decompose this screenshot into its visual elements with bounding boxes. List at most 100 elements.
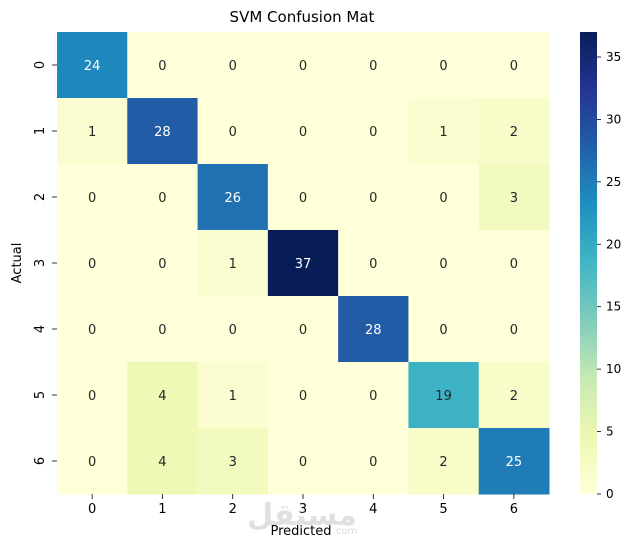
heatmap-cell [338, 230, 409, 297]
cell-value-label: 0 [88, 323, 96, 338]
y-tick-label: 2 [33, 193, 48, 201]
heatmap-cell [267, 98, 339, 165]
y-axis-label: Actual [10, 243, 25, 284]
heatmap-cell [127, 32, 199, 99]
heatmap-cell [267, 32, 339, 99]
cell-value-label: 0 [439, 191, 447, 206]
cell-value-label: 1 [229, 257, 237, 272]
cell-value-label: 0 [88, 257, 96, 272]
cell-value-label: 0 [510, 257, 518, 272]
cell-value-label: 0 [510, 59, 518, 74]
heatmap-cells: 24 0 0 0 0 0 01 28 0 0 0 1 20 0 26 0 0 0 30 0 1 37 0 0 00 0 0 0 28 0 0… [57, 32, 550, 495]
heatmap-cell [408, 230, 480, 297]
colorbar-tick-label: 25 [606, 175, 621, 189]
heatmap-cell [267, 296, 339, 363]
cell-value-label: 0 [439, 323, 447, 338]
cell-value-label: 0 [88, 389, 96, 404]
y-axis-ticks: 0 1 2 3 4 5 6 [33, 61, 57, 465]
heatmap-cell [127, 362, 199, 429]
cell-value-label: 0 [510, 323, 518, 338]
heatmap-cell [408, 164, 480, 231]
heatmap-cell [478, 296, 550, 363]
cell-value-label: 1 [439, 125, 447, 140]
cell-value-label: 3 [510, 191, 518, 206]
cell-value-label: 0 [299, 191, 307, 206]
cell-value-label: 0 [299, 59, 307, 74]
heatmap-cell [267, 428, 339, 495]
y-tick-label: 6 [33, 457, 48, 465]
heatmap-cell [57, 428, 128, 495]
heatmap-cell [197, 32, 269, 99]
heatmap-cell [478, 32, 550, 99]
y-tick-label: 4 [33, 325, 48, 333]
heatmap-cell [197, 164, 269, 231]
cell-value-label: 0 [369, 125, 377, 140]
heatmap-cell [267, 362, 339, 429]
cell-value-label: 1 [229, 389, 237, 404]
chart-title: SVM Confusion Mat [230, 8, 375, 26]
colorbar-tick-label: 30 [606, 112, 621, 126]
heatmap-cell [197, 428, 269, 495]
heatmap-cell [267, 230, 339, 297]
y-tick-label: 0 [33, 61, 48, 69]
colorbar-tick-label: 35 [606, 50, 621, 64]
heatmap-cell [478, 230, 550, 297]
cell-value-label: 24 [84, 59, 101, 74]
x-tick-label: 1 [158, 502, 166, 517]
heatmap-cell [197, 230, 269, 297]
cell-value-label: 0 [158, 191, 166, 206]
x-tick-label: 3 [299, 502, 307, 517]
heatmap-cell [408, 98, 480, 165]
cell-value-label: 3 [229, 455, 237, 470]
cell-value-label: 25 [506, 455, 523, 470]
heatmap-cell [338, 32, 409, 99]
cell-value-label: 0 [229, 323, 237, 338]
heatmap-cell [57, 230, 128, 297]
heatmap-cell [127, 230, 199, 297]
cell-value-label: 0 [299, 389, 307, 404]
cell-value-label: 1 [88, 125, 96, 140]
watermark-domain: .com [333, 526, 358, 537]
cell-value-label: 0 [88, 191, 96, 206]
heatmap-cell [408, 362, 480, 429]
cell-value-label: 4 [158, 389, 166, 404]
y-tick-label: 3 [33, 259, 48, 267]
heatmap-cell [197, 296, 269, 363]
cell-value-label: 26 [224, 191, 241, 206]
cell-value-label: 0 [369, 455, 377, 470]
x-tick-label: 0 [88, 502, 96, 517]
y-tick-label: 5 [33, 391, 48, 399]
heatmap-cell [57, 362, 128, 429]
x-tick-label: 5 [439, 502, 447, 517]
colorbar-tick-label: 20 [606, 237, 621, 251]
colorbar-tick-label: 15 [606, 300, 621, 314]
heatmap-cell [127, 296, 199, 363]
cell-value-label: 2 [510, 389, 518, 404]
cell-value-label: 0 [158, 323, 166, 338]
colorbar [580, 32, 597, 494]
cell-value-label: 2 [510, 125, 518, 140]
heatmap-cell [338, 362, 409, 429]
heatmap-cell [57, 98, 128, 165]
heatmap-cell [338, 98, 409, 165]
cell-value-label: 28 [154, 125, 171, 140]
heatmap-cell [267, 164, 339, 231]
x-axis-label: Predicted [270, 524, 331, 539]
heatmap-cell [478, 428, 550, 495]
cell-value-label: 0 [158, 257, 166, 272]
cell-value-label: 0 [369, 59, 377, 74]
x-tick-label: 6 [510, 502, 518, 517]
colorbar-tick-label: 0 [606, 487, 614, 501]
cell-value-label: 0 [439, 59, 447, 74]
heatmap-cell [57, 164, 128, 231]
heatmap-cell [408, 428, 480, 495]
cell-value-label: 2 [439, 455, 447, 470]
heatmap-cell [338, 428, 409, 495]
heatmap-cell [127, 428, 199, 495]
watermark-logo: مستقل [247, 498, 357, 533]
heatmap-cell [408, 32, 480, 99]
cell-value-label: 0 [299, 455, 307, 470]
x-tick-label: 4 [369, 502, 377, 517]
heatmap-cell [197, 98, 269, 165]
